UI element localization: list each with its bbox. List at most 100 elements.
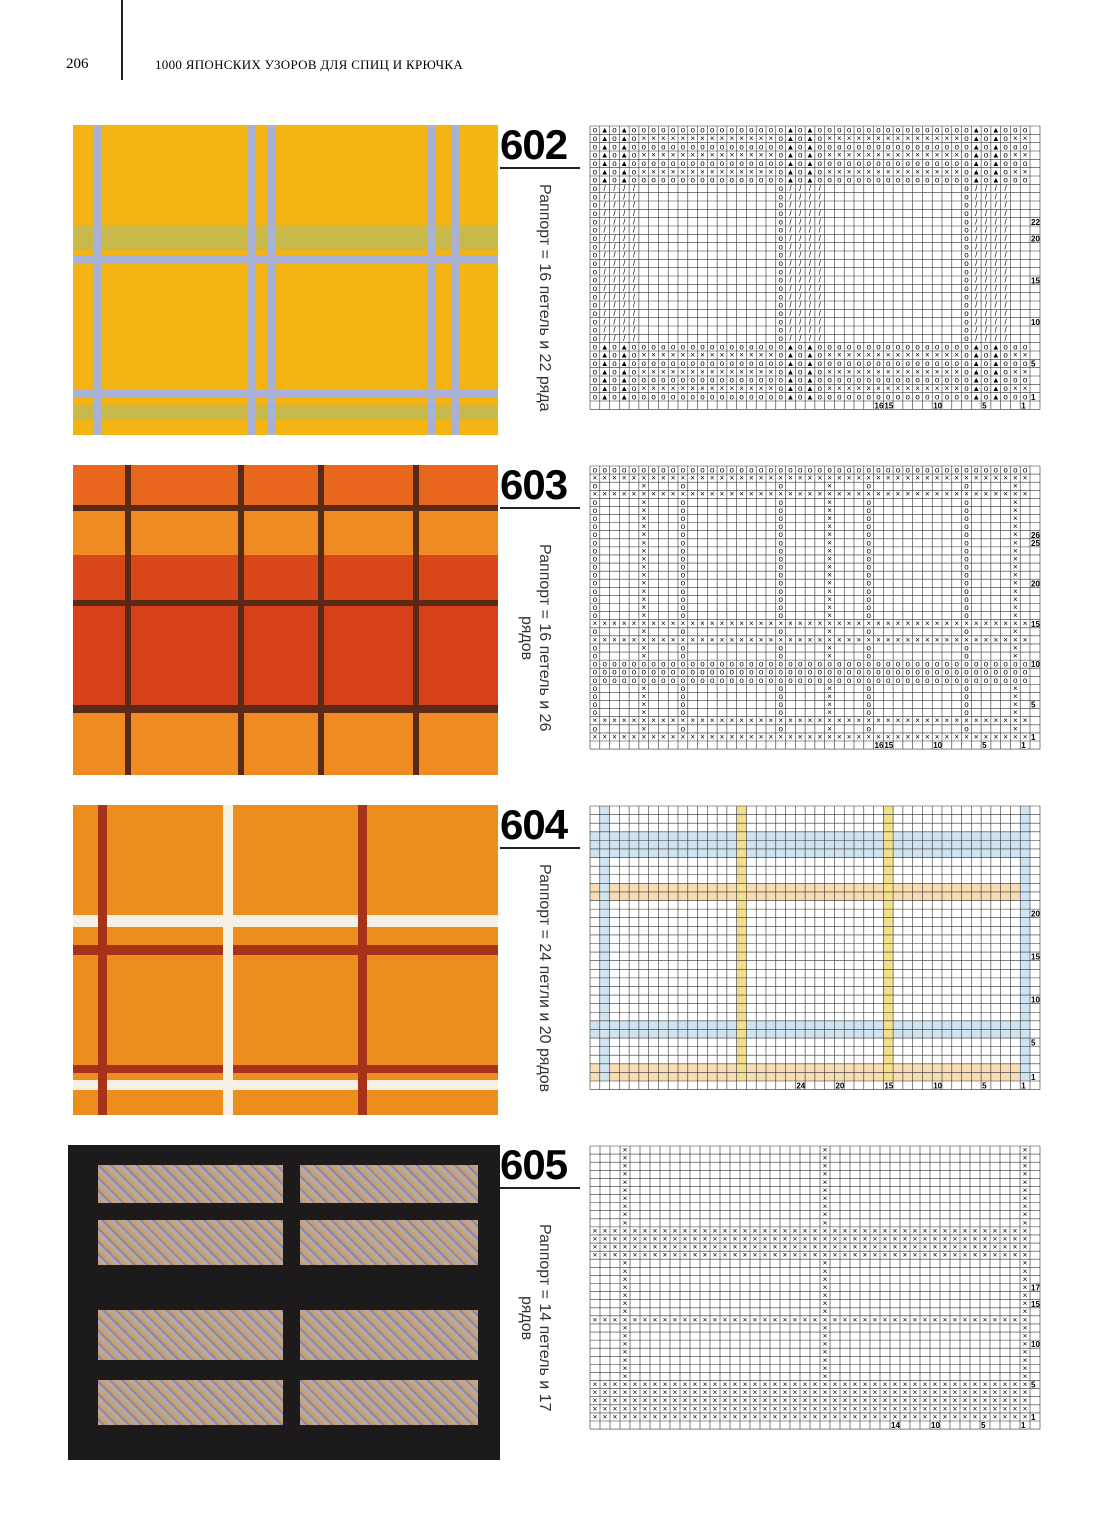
stitch-symbol: × [823, 1364, 828, 1373]
cell-fill [942, 1020, 952, 1030]
stitch-symbol: × [739, 716, 744, 725]
stitch-symbol: / [995, 309, 998, 318]
cell-fill [678, 891, 688, 901]
cell-fill [775, 831, 786, 841]
stitch-symbol: × [1013, 1243, 1018, 1252]
stitch-symbol: × [905, 619, 910, 628]
stitch-symbol: × [653, 1404, 658, 1413]
column-label: 1 [1021, 1421, 1026, 1430]
stitch-symbol: ▲ [806, 167, 814, 176]
stitch-symbol: × [793, 1251, 798, 1260]
stitch-symbol: × [964, 635, 969, 644]
stitch-symbol: o [720, 392, 725, 401]
stitch-symbol: / [789, 309, 792, 318]
stitch-symbol: o [681, 554, 686, 563]
cell-fill [707, 1029, 718, 1039]
stitch-symbol: o [720, 465, 725, 474]
stitch-symbol: / [809, 259, 812, 268]
stitch-symbol: × [681, 134, 686, 143]
stitch-symbol: × [954, 474, 959, 483]
stitch-symbol: × [954, 619, 959, 628]
stitch-symbol: × [1013, 619, 1018, 628]
stitch-symbol: × [612, 619, 617, 628]
stitch-symbol: × [739, 134, 744, 143]
stitch-symbol: × [690, 367, 695, 376]
stitch-symbol: × [886, 384, 891, 393]
stitch-symbol: × [623, 1404, 628, 1413]
stitch-symbol: × [964, 490, 969, 499]
stitch-symbol: ▲ [972, 359, 980, 368]
stitch-symbol: × [778, 490, 783, 499]
stitch-symbol: / [789, 217, 792, 226]
stitch-symbol: × [817, 716, 822, 725]
stitch-symbol: ▲ [806, 359, 814, 368]
cell-fill [736, 823, 747, 832]
cell-fill [609, 891, 620, 901]
stitch-symbol: × [1023, 1162, 1028, 1171]
stitch-symbol: ▲ [786, 126, 794, 135]
stitch-symbol: o [778, 652, 783, 661]
cell-fill [775, 891, 786, 901]
stitch-symbol: o [837, 159, 842, 168]
stitch-symbol: / [633, 267, 636, 276]
stitch-symbol: × [945, 474, 950, 483]
stitch-symbol: × [886, 635, 891, 644]
stitch-symbol: o [915, 392, 920, 401]
cell-fill [883, 960, 894, 970]
stitch-symbol: × [945, 351, 950, 360]
cell-fill [990, 891, 1001, 901]
stitch-symbol: × [602, 619, 607, 628]
stitch-symbol: o [642, 676, 647, 685]
stitch-symbol: o [964, 708, 969, 717]
pattern-photo [73, 125, 498, 435]
cell-fill [1000, 1020, 1011, 1030]
stitch-symbol: o [661, 126, 666, 135]
stitch-symbol: × [1023, 1226, 1028, 1235]
column-label: 14 [891, 1421, 900, 1430]
stitch-symbol: × [964, 474, 969, 483]
stitch-symbol: × [690, 134, 695, 143]
stitch-symbol: × [632, 490, 637, 499]
stitch-symbol: × [984, 716, 989, 725]
stitch-symbol: / [623, 184, 626, 193]
stitch-symbol: o [612, 384, 617, 393]
cell-fill [883, 1063, 894, 1073]
stitch-symbol: o [700, 342, 705, 351]
stitch-symbol: / [975, 292, 978, 301]
cell-fill [766, 883, 776, 892]
stitch-symbol: × [653, 1234, 658, 1243]
stitch-symbol: × [866, 490, 871, 499]
cell-fill [717, 883, 727, 892]
stitch-symbol: o [720, 342, 725, 351]
stitch-symbol: × [778, 732, 783, 741]
cell-fill [834, 1072, 845, 1081]
cell-fill [795, 1029, 806, 1039]
stitch-symbol: o [945, 176, 950, 185]
stitch-symbol: / [789, 292, 792, 301]
stitch-symbol: / [633, 334, 636, 343]
stitch-symbol: o [690, 676, 695, 685]
stitch-symbol: × [993, 1388, 998, 1397]
stitch-symbol: × [749, 635, 754, 644]
stitch-symbol: o [866, 700, 871, 709]
stitch-symbol: × [873, 1388, 878, 1397]
stitch-symbol: / [819, 251, 822, 260]
stitch-symbol: × [623, 1283, 628, 1292]
stitch-symbol: o [964, 192, 969, 201]
stitch-symbol: × [778, 474, 783, 483]
cell-fill [902, 840, 913, 849]
stitch-symbol: × [793, 1412, 798, 1421]
stitch-symbol: × [622, 619, 627, 628]
stitch-symbol: × [723, 1226, 728, 1235]
stitch-symbol: o [749, 392, 754, 401]
stitch-symbol: × [798, 732, 803, 741]
stitch-symbol: o [690, 342, 695, 351]
stitch-symbol: × [923, 1234, 928, 1243]
stitch-symbol: × [723, 1412, 728, 1421]
stitch-symbol: × [876, 635, 881, 644]
stitch-symbol: o [681, 498, 686, 507]
stitch-symbol: / [975, 259, 978, 268]
stitch-symbol: × [876, 732, 881, 741]
cell-fill [590, 891, 600, 901]
cell-fill [902, 1063, 913, 1073]
